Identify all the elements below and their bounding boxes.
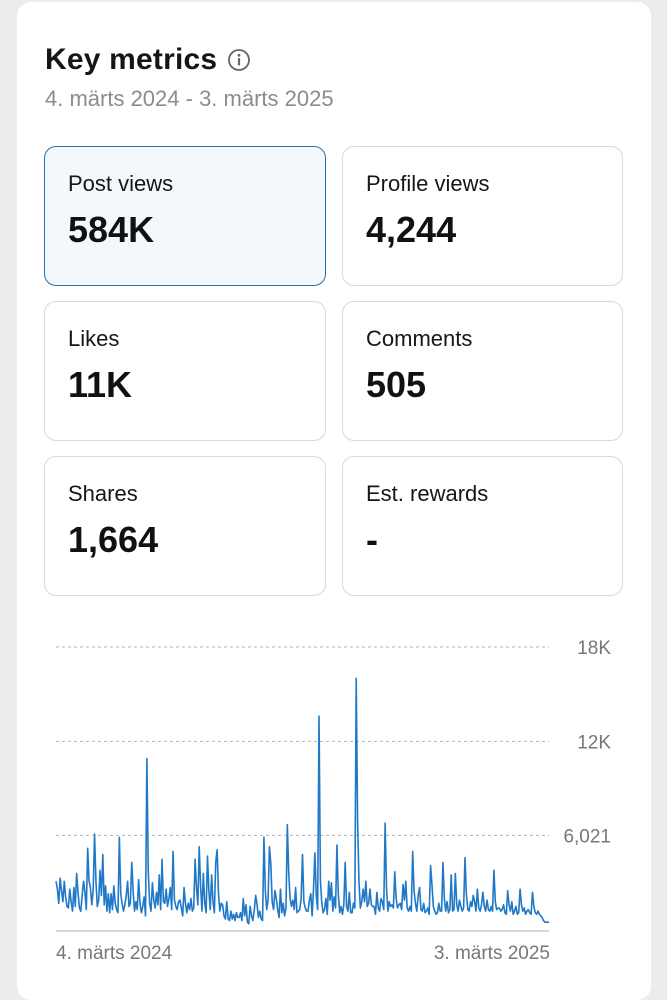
metric-value: 505 (366, 364, 427, 405)
title-row: Key metrics (45, 40, 334, 80)
key-metrics-header: Key metrics 4. märts 2024 - 3. märts 202… (45, 40, 334, 112)
x-tick-label-end: 3. märts 2025 (434, 943, 550, 964)
metric-label: Post views (68, 171, 174, 196)
y-tick-label: 18K (577, 638, 611, 659)
page-title: Key metrics (45, 43, 218, 76)
y-tick-label: 6,021 (563, 826, 611, 847)
series-line (55, 677, 549, 925)
metric-card-likes[interactable]: Likes 11K (44, 301, 326, 441)
metric-card-est-rewards[interactable]: Est. rewards - (342, 456, 623, 596)
key-metrics-card: Key metrics 4. märts 2024 - 3. märts 202… (17, 2, 651, 1000)
metric-card-profile-views[interactable]: Profile views 4,244 (342, 146, 623, 286)
metric-label: Profile views (366, 171, 490, 196)
metric-value: 4,244 (366, 209, 457, 250)
metric-label: Est. rewards (366, 481, 489, 506)
metric-label: Shares (68, 481, 138, 506)
line-chart-svg: 18K 12K 6,021 4. märts 2024 3. märts 2025 (55, 638, 611, 964)
metric-label: Comments (366, 326, 473, 351)
info-icon[interactable] (227, 48, 251, 72)
y-tick-label: 12K (577, 732, 611, 753)
date-range: 4. märts 2024 - 3. märts 2025 (45, 86, 334, 111)
metric-card-shares[interactable]: Shares 1,664 (44, 456, 326, 596)
metric-card-comments[interactable]: Comments 505 (342, 301, 623, 441)
post-views-chart[interactable]: 18K 12K 6,021 4. märts 2024 3. märts 2025 (17, 622, 651, 982)
metric-value: - (366, 519, 378, 560)
metric-value: 584K (68, 209, 155, 250)
metric-value: 1,664 (68, 519, 159, 560)
metrics-grid: Post views 584K Profile views 4,244 Like… (44, 146, 623, 596)
metric-card-post-views[interactable]: Post views 584K (44, 146, 326, 286)
x-tick-label-start: 4. märts 2024 (56, 943, 173, 964)
metric-label: Likes (68, 326, 120, 351)
metric-value: 11K (68, 364, 133, 405)
